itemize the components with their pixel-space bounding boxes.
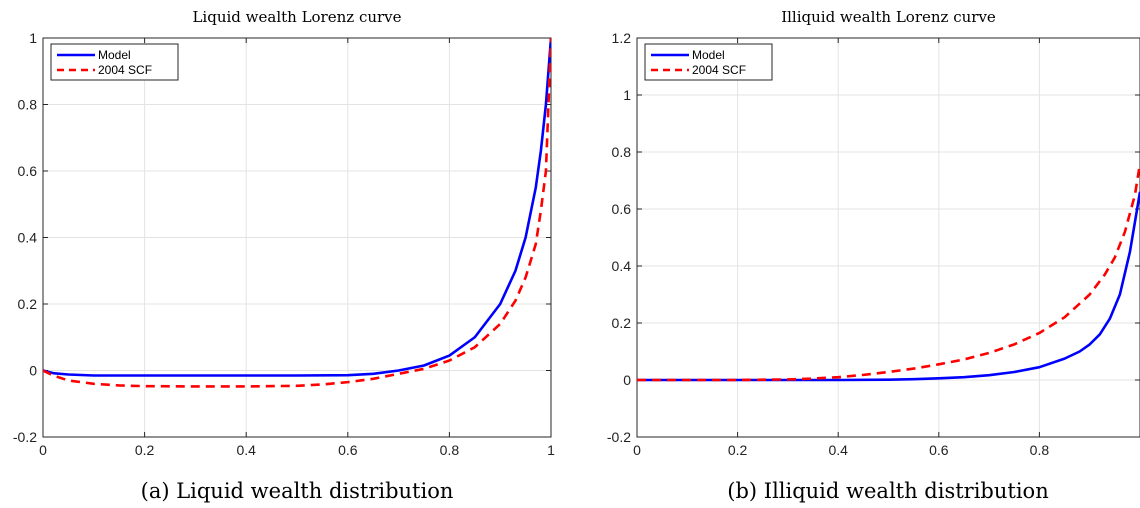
legend-box: [50, 43, 179, 81]
chart-title: Illiquid wealth Lorenz curve: [781, 8, 996, 26]
y-tick-label: 1: [623, 87, 631, 103]
legend-label: Model: [692, 48, 725, 62]
x-tick-label: 0.4: [828, 442, 848, 458]
plot-area-frame: [636, 37, 1140, 438]
figure-caption: (b) Illiquid wealth distribution: [727, 479, 1048, 503]
x-tick-label: 0.6: [338, 442, 358, 458]
panel-liquid-wealth: 0 0.2 0.4 0.6 0.8 1-0.200.20.40.60.81Model200…: [13, 8, 555, 503]
figure-caption: (a) Liquid wealth distribution: [141, 479, 454, 503]
x-tick-label: 0.2: [135, 442, 155, 458]
x-tick-label: 0: [39, 442, 47, 458]
y-tick-label: 1.2: [612, 30, 632, 46]
y-tick-label: -0.2: [607, 429, 631, 445]
y-tick-label: 0: [29, 363, 37, 379]
y-tick-label: 1: [29, 30, 37, 46]
y-tick-label: 0.8: [612, 144, 632, 160]
y-tick-label: 0.6: [612, 201, 632, 217]
chart-title: Liquid wealth Lorenz curve: [192, 8, 401, 26]
series-line-scf-2004: [43, 37, 551, 388]
y-tick-label: 0.4: [18, 230, 38, 246]
series-line-model: [637, 191, 1140, 382]
y-tick-label: 0.4: [612, 258, 632, 274]
y-tick-label: 0.2: [18, 296, 38, 312]
y-tick-label: 0.8: [18, 97, 38, 113]
y-tick-label: 0.6: [18, 163, 38, 179]
y-tick-label: 0.2: [612, 315, 632, 331]
x-tick-label: 0.2: [728, 442, 748, 458]
x-tick-label: 0: [633, 442, 641, 458]
legend-label: Model: [98, 48, 131, 62]
panel-illiquid-wealth: 0 0.2 0.4 0.6 0.8-0.200.20.40.60.811.2Model2…: [607, 8, 1140, 503]
series-line-model: [43, 37, 551, 377]
y-tick-label: -0.2: [13, 429, 37, 445]
legend-label: 2004 SCF: [692, 63, 746, 77]
legend-label: 2004 SCF: [98, 63, 152, 77]
y-tick-label: 0: [623, 372, 631, 388]
x-tick-label: 0.8: [440, 442, 460, 458]
x-tick-label: 0.6: [929, 442, 949, 458]
legend-box: [644, 43, 773, 81]
x-tick-label: 0.8: [1030, 442, 1050, 458]
series-line-scf-2004: [637, 163, 1140, 382]
x-tick-label: 0.4: [236, 442, 256, 458]
x-tick-label: 1: [547, 442, 555, 458]
